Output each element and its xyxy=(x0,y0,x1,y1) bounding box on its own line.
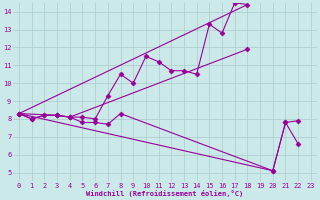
X-axis label: Windchill (Refroidissement éolien,°C): Windchill (Refroidissement éolien,°C) xyxy=(86,190,244,197)
